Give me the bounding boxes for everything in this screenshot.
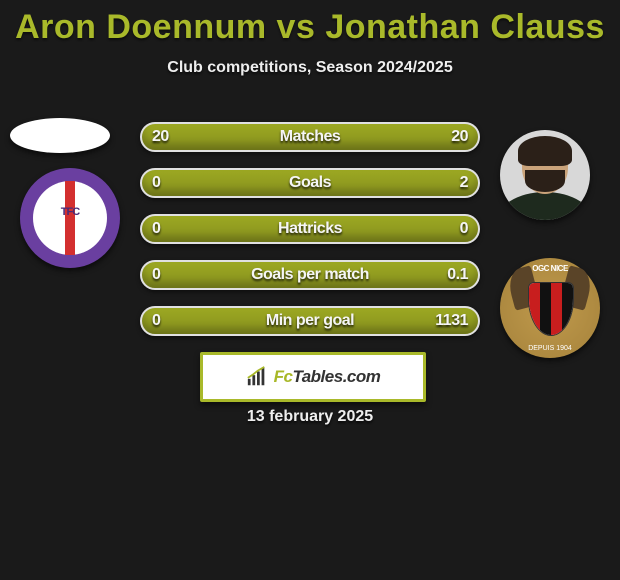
date-stamp: 13 february 2025 <box>0 408 620 426</box>
brand-suffix: Tables.com <box>292 367 380 386</box>
stat-left-value: 20 <box>152 128 169 146</box>
comparison-infographic: Aron Doennum vs Jonathan Clauss Club com… <box>0 0 620 580</box>
brand-prefix: Fc <box>274 367 293 386</box>
right-club-label-bottom: DEPUIS 1904 <box>500 345 600 352</box>
stat-left-value: 0 <box>152 266 160 284</box>
left-club-crest: TFC <box>20 168 120 268</box>
stat-row-hattricks: 0 Hattricks 0 <box>140 214 480 244</box>
stat-left-value: 0 <box>152 220 160 238</box>
subtitle: Club competitions, Season 2024/2025 <box>0 59 620 77</box>
stat-right-value: 1131 <box>435 312 468 330</box>
stat-right-value: 0.1 <box>447 266 468 284</box>
left-club-abbr: TFC <box>20 206 120 218</box>
stat-row-matches: 20 Matches 20 <box>140 122 480 152</box>
right-club-crest: OGC NICE DEPUIS 1904 <box>500 258 600 358</box>
right-player-photo <box>500 130 590 220</box>
stat-row-goals: 0 Goals 2 <box>140 168 480 198</box>
right-club-label-top: OGC NICE <box>500 264 600 273</box>
stat-row-goals-per-match: 0 Goals per match 0.1 <box>140 260 480 290</box>
stat-label: Matches <box>280 128 341 146</box>
stat-label: Goals per match <box>251 266 369 284</box>
stat-label: Min per goal <box>266 312 354 330</box>
stat-right-value: 2 <box>460 174 468 192</box>
stat-left-value: 0 <box>152 312 160 330</box>
stat-label: Goals <box>289 174 331 192</box>
brand-text: FcTables.com <box>274 367 381 387</box>
brand-box: FcTables.com <box>200 352 426 402</box>
chart-icon <box>246 366 268 388</box>
stat-bars: 20 Matches 20 0 Goals 2 0 Hattricks 0 0 … <box>140 122 480 352</box>
stat-label: Hattricks <box>278 220 342 238</box>
stat-row-min-per-goal: 0 Min per goal 1131 <box>140 306 480 336</box>
stat-left-value: 0 <box>152 174 160 192</box>
left-player-photo <box>10 118 110 153</box>
stat-right-value: 0 <box>460 220 468 238</box>
stat-right-value: 20 <box>451 128 468 146</box>
page-title: Aron Doennum vs Jonathan Clauss <box>0 0 620 47</box>
